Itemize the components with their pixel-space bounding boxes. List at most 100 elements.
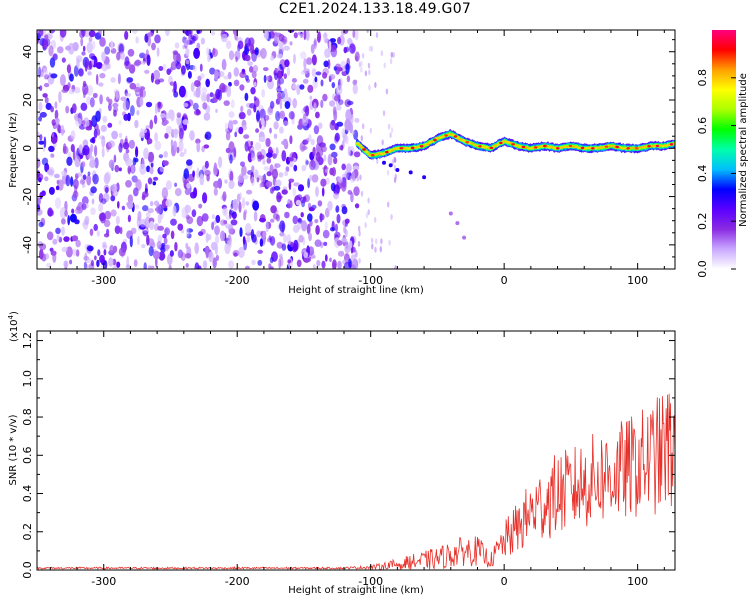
snr-y-axis-label: SNR (10 * v/v)	[8, 414, 19, 485]
noise-blob	[186, 227, 190, 237]
noise-blob	[134, 119, 139, 129]
noise-blob	[325, 177, 330, 185]
noise-blob	[38, 101, 43, 112]
noise-blob	[164, 30, 170, 37]
noise-blob	[215, 254, 219, 261]
noise-blob	[52, 122, 58, 130]
noise-blob	[229, 154, 233, 164]
noise-blob	[210, 31, 216, 36]
noise-blob	[238, 246, 245, 259]
noise-blob	[253, 211, 258, 222]
signal-peak	[647, 145, 651, 148]
noise-blob	[374, 82, 377, 88]
noise-blob	[188, 33, 192, 42]
signal-peak	[499, 141, 503, 145]
noise-blob	[146, 234, 150, 246]
noise-blob	[183, 168, 190, 180]
noise-blob	[217, 71, 225, 78]
noise-blob	[261, 88, 265, 98]
x-tick-label: 100	[627, 274, 648, 287]
noise-blob	[349, 43, 356, 54]
noise-blob	[170, 61, 177, 71]
noise-blob	[329, 100, 336, 107]
noise-blob	[314, 76, 318, 83]
noise-blob	[336, 104, 342, 111]
noise-blob	[302, 196, 307, 201]
noise-blob	[368, 69, 371, 76]
noise-blob	[86, 61, 93, 71]
noise-blob	[228, 141, 235, 153]
noise-blob	[292, 98, 298, 109]
noise-blob	[39, 134, 43, 141]
noise-blob	[61, 246, 68, 253]
noise-blob	[279, 256, 284, 267]
noise-blob	[274, 163, 281, 168]
noise-blob	[333, 109, 338, 122]
noise-blob	[237, 40, 244, 50]
noise-blob	[334, 223, 338, 233]
colorbar-tick-label: 0.8	[696, 69, 709, 87]
noise-blob	[352, 83, 358, 95]
noise-blob	[126, 77, 134, 83]
noise-blob	[162, 63, 167, 72]
noise-blob	[154, 103, 158, 115]
noise-blob	[149, 220, 154, 231]
noise-blob	[239, 71, 247, 79]
noise-blob	[185, 59, 190, 65]
noise-blob	[309, 159, 316, 171]
noise-blob	[162, 233, 167, 239]
noise-blob	[323, 31, 328, 43]
noise-blob	[142, 230, 149, 235]
noise-blob	[353, 186, 360, 197]
noise-blob	[389, 132, 392, 139]
noise-blob	[343, 225, 347, 234]
noise-blob	[165, 199, 173, 207]
noise-blob	[81, 203, 87, 211]
noise-blob	[62, 146, 69, 155]
noise-blob	[284, 170, 289, 177]
noise-blob	[344, 244, 351, 254]
y-tick-label: -20	[21, 188, 34, 206]
noise-blob	[362, 123, 365, 130]
noise-blob	[337, 260, 342, 269]
noise-blob	[132, 177, 138, 183]
noise-blob	[274, 67, 278, 72]
noise-blob	[240, 161, 245, 167]
noise-blob	[135, 36, 139, 44]
noise-blob	[301, 220, 308, 232]
noise-blob	[253, 81, 257, 87]
snr-y-ticks: 0.0 0.2 0.4 0.6 0.8 1.0 1.2	[21, 332, 675, 579]
noise-blob	[322, 229, 330, 239]
noise-blob	[104, 46, 111, 55]
noise-blob	[53, 173, 60, 179]
noise-blob	[79, 179, 85, 185]
signal-peak	[634, 147, 639, 150]
noise-blob	[238, 126, 244, 135]
noise-blob	[185, 263, 189, 268]
noise-blob	[293, 32, 298, 39]
noise-blob	[335, 205, 340, 213]
noise-blob	[38, 221, 44, 228]
noise-blob	[341, 237, 348, 243]
noise-blob	[320, 178, 327, 187]
noise-blob	[38, 30, 44, 37]
signal-mark	[456, 137, 460, 139]
noise-blob	[122, 141, 130, 150]
noise-blob	[229, 170, 234, 183]
noise-blob	[270, 55, 274, 61]
noise-blob	[81, 196, 89, 206]
noise-blob	[86, 41, 93, 54]
noise-blob	[259, 183, 263, 188]
signal-peak	[419, 145, 424, 148]
noise-blob	[75, 206, 81, 211]
noise-blob	[175, 61, 182, 70]
noise-blob	[52, 53, 58, 61]
noise-blob	[107, 122, 113, 128]
noise-blob	[382, 110, 386, 117]
snr-frame	[36, 330, 676, 571]
y-tick-label: 1.0	[21, 370, 34, 388]
noise-blob	[196, 167, 200, 179]
noise-blob	[270, 218, 275, 223]
noise-blob	[287, 157, 294, 162]
noise-blob	[81, 51, 86, 56]
